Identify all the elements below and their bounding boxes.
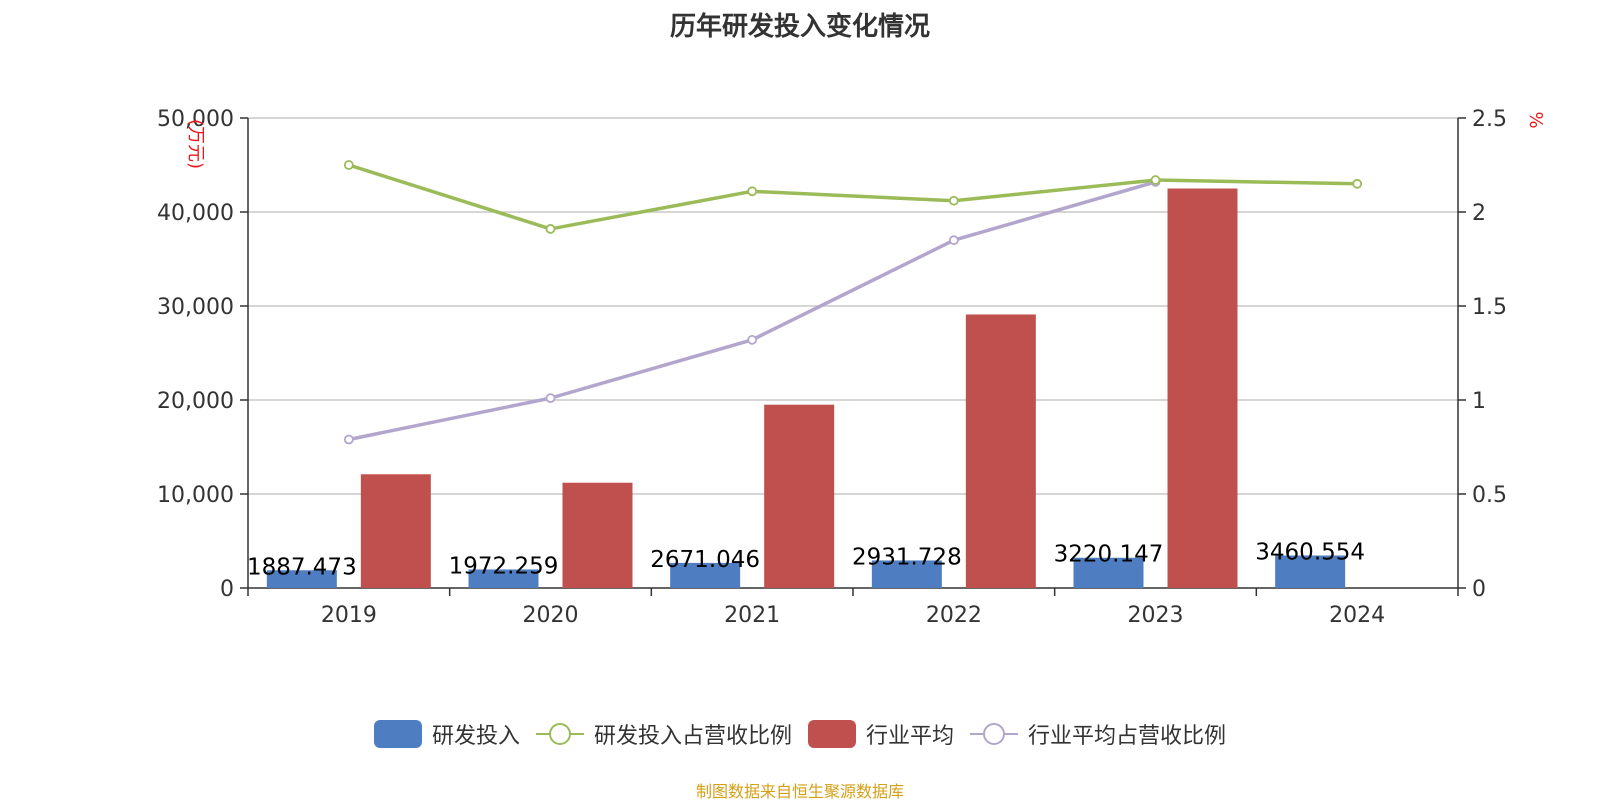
y-left-tick-label: 20,000 <box>157 389 234 414</box>
legend-label: 研发投入占营收比例 <box>593 724 792 749</box>
source-note: 制图数据来自恒生聚源数据库 <box>695 782 904 801</box>
rd-ratio-point <box>948 195 959 206</box>
y-right-tick-label: 0.5 <box>1472 483 1507 508</box>
bar-industry <box>764 404 835 588</box>
bar-rd-value-label: 2931.728 <box>852 544 962 570</box>
bar-industry <box>360 474 431 588</box>
x-tick-label: 2019 <box>321 603 377 628</box>
legend-item[interactable]: 行业平均占营收比例 <box>970 718 1226 750</box>
bar-industry <box>1167 188 1238 588</box>
bar-rd-value-label: 3220.147 <box>1054 542 1164 568</box>
legend: 研发投入 研发投入占营收比例 行业平均 行业平均占营收比例 <box>0 718 1600 750</box>
y-left-tick-label: 0 <box>220 577 234 602</box>
x-tick-label: 2021 <box>724 603 780 628</box>
industry-ratio-point <box>545 393 556 404</box>
legend-bar-swatch <box>373 720 422 748</box>
legend-label: 研发投入 <box>431 724 520 749</box>
y-left-unit-label: (万元) <box>185 119 206 169</box>
rd-ratio-point <box>545 224 556 234</box>
bar-rd <box>1275 555 1346 588</box>
y-right-unit-label: % <box>1525 111 1546 128</box>
industry-ratio-point <box>747 334 758 345</box>
bar-rd <box>468 569 539 588</box>
bar-rd-value-label: 1972.259 <box>449 553 559 579</box>
legend-line-swatch <box>535 723 584 745</box>
industry-ratio-point <box>343 434 354 445</box>
legend-item[interactable]: 研发投入 <box>373 718 520 750</box>
y-left-tick-label: 50,000 <box>157 107 234 132</box>
y-left-tick-label: 40,000 <box>157 201 234 226</box>
x-tick-label: 2022 <box>926 603 982 628</box>
industry-ratio-point <box>948 235 959 246</box>
bar-rd <box>1073 557 1144 588</box>
bar-rd-value-label: 1887.473 <box>247 554 357 580</box>
rd-ratio-point <box>1352 178 1363 189</box>
bar-rd-value-label: 2671.046 <box>650 547 760 573</box>
legend-label: 行业平均 <box>866 724 955 749</box>
legend-bar-swatch <box>808 720 856 748</box>
y-right-tick-label: 2 <box>1472 201 1486 226</box>
y-right-tick-label: 2.5 <box>1472 107 1507 132</box>
bar-industry <box>562 482 633 588</box>
rd-ratio-line <box>348 163 1358 231</box>
x-tick-label: 2023 <box>1128 603 1184 628</box>
rd-ratio-point <box>343 160 354 170</box>
bar-rd <box>670 562 741 588</box>
bar-industry <box>965 314 1036 588</box>
y-left-tick-label: 10,000 <box>157 483 234 508</box>
y-left-tick-label: 30,000 <box>157 295 234 320</box>
bar-rd-value-label: 3460.554 <box>1255 539 1365 565</box>
y-right-tick-label: 1.5 <box>1472 295 1507 320</box>
legend-label: 行业平均占营收比例 <box>1028 724 1227 749</box>
rd-ratio-point <box>747 186 758 197</box>
rd-ratio-point <box>1150 175 1161 185</box>
bar-rd <box>266 570 337 588</box>
chart-title: 历年研发投入变化情况 <box>669 12 930 42</box>
x-tick-label: 2020 <box>523 603 579 628</box>
y-right-tick-label: 0 <box>1472 577 1486 602</box>
y-right-tick-label: 1 <box>1472 389 1486 414</box>
legend-item[interactable]: 行业平均 <box>808 718 954 750</box>
bar-rd <box>871 560 942 588</box>
legend-item[interactable]: 研发投入占营收比例 <box>535 718 792 750</box>
x-tick-label: 2024 <box>1329 603 1385 628</box>
legend-line-swatch <box>970 723 1019 745</box>
